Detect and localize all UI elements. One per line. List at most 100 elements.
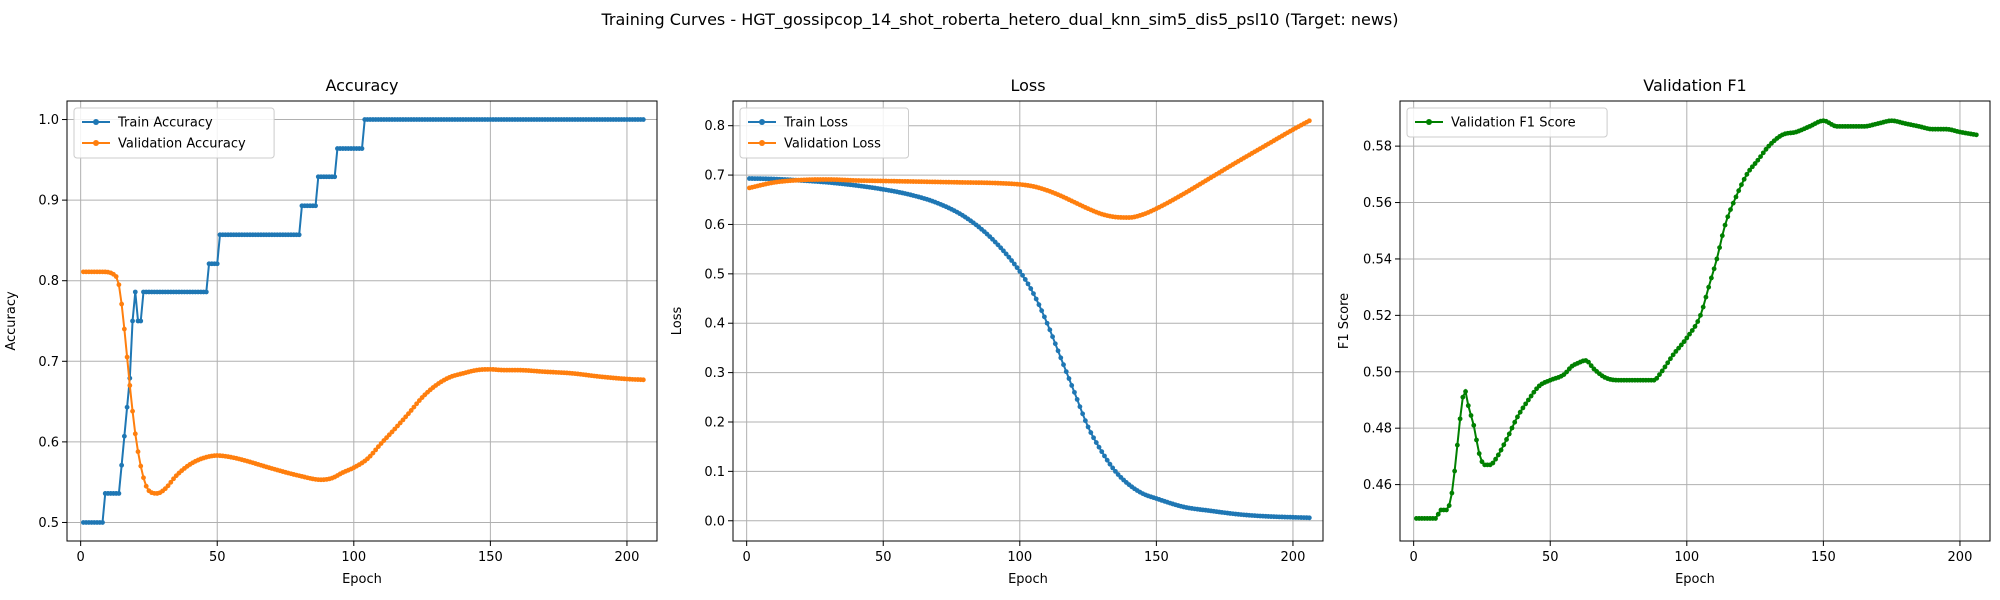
y-axis-label: F1 Score: [1337, 293, 1352, 349]
y-tick-label: 0.9: [38, 194, 59, 209]
data-point: [1072, 389, 1077, 395]
data-point: [1074, 397, 1080, 402]
data-point: [171, 476, 176, 482]
legend-swatch-marker: [759, 119, 765, 125]
data-point: [1665, 360, 1671, 366]
data-point: [1066, 376, 1072, 381]
data-point: [1525, 397, 1531, 403]
legend-label: Validation Loss: [784, 137, 881, 152]
data-point: [1033, 296, 1039, 302]
y-tick-label: 0.2: [704, 415, 725, 430]
data-point: [1752, 161, 1758, 166]
data-point: [1457, 416, 1463, 422]
data-point: [119, 462, 125, 468]
data-point: [203, 289, 209, 295]
data-point: [1708, 275, 1714, 281]
data-point: [1498, 447, 1504, 453]
data-point: [1050, 334, 1055, 340]
data-point: [411, 404, 417, 410]
data-point: [1433, 516, 1438, 521]
data-point: [1695, 319, 1701, 324]
data-point: [1681, 339, 1687, 345]
data-point: [1692, 324, 1698, 329]
data-point: [1110, 465, 1116, 471]
data-point: [1471, 422, 1477, 428]
y-tick-label: 0.50: [1363, 365, 1392, 380]
legend-box: [739, 107, 909, 159]
data-point: [1588, 363, 1594, 369]
x-tick-label: 200: [1948, 550, 1973, 565]
data-point: [1490, 460, 1496, 466]
data-point: [1113, 468, 1118, 474]
y-tick-label: 0.7: [38, 355, 59, 370]
figure-suptitle: Training Curves - HGT_gossipcop_14_shot_…: [601, 10, 1399, 30]
y-tick-label: 0.0: [704, 514, 725, 529]
y-tick-label: 0.7: [704, 169, 725, 184]
data-point: [1531, 389, 1537, 395]
series-markers-1: [1413, 118, 1979, 521]
data-point: [121, 433, 127, 439]
x-tick-label: 150: [478, 550, 503, 565]
data-point: [100, 520, 105, 525]
chart-title: Validation F1: [1643, 76, 1746, 95]
data-point: [1052, 341, 1058, 347]
legend-swatch-marker: [93, 119, 99, 125]
data-point: [1025, 281, 1031, 287]
data-point: [1676, 345, 1682, 351]
chart-panel-2: 0 50 100 150 200 0.0 0.1 0.2 0.3 0.4 0.5 0.6 0.7 0.8 L…: [670, 76, 1324, 587]
data-point: [1017, 268, 1023, 274]
data-point: [1684, 335, 1690, 341]
data-point: [1099, 449, 1105, 455]
data-point: [1698, 312, 1703, 318]
y-axis-label: Loss: [670, 307, 685, 336]
data-point: [1465, 403, 1471, 409]
data-point: [1760, 150, 1766, 156]
y-tick-label: 0.6: [704, 218, 725, 233]
series-line-1: [749, 177, 1310, 519]
data-point: [132, 431, 138, 437]
x-tick-label: 150: [1144, 550, 1169, 565]
data-point: [1733, 194, 1739, 200]
chart-title: Accuracy: [325, 76, 398, 95]
data-point: [1435, 511, 1441, 517]
data-point: [1449, 490, 1455, 496]
y-tick-label: 0.56: [1363, 196, 1392, 211]
x-tick-label: 50: [209, 550, 226, 565]
data-point: [1306, 118, 1312, 124]
data-point: [1011, 261, 1017, 267]
legend-label: Validation F1 Score: [1451, 116, 1576, 131]
data-point: [1036, 302, 1042, 308]
axes-frame: [732, 100, 1324, 542]
data-point: [1515, 414, 1520, 420]
legend-label: Train Accuracy: [117, 116, 213, 131]
data-point: [1055, 348, 1061, 354]
data-point: [1657, 372, 1662, 377]
y-tick-label: 0.5: [38, 516, 59, 531]
data-point: [1728, 207, 1733, 212]
data-point: [1044, 320, 1050, 326]
y-tick-label: 0.48: [1363, 422, 1392, 437]
data-point: [1006, 254, 1012, 260]
data-point: [130, 318, 135, 324]
data-point: [1009, 258, 1015, 263]
data-point: [1501, 442, 1507, 448]
data-point: [1041, 314, 1047, 320]
y-tick-label: 0.6: [38, 435, 59, 450]
y-tick-label: 0.4: [704, 317, 725, 332]
x-tick-label: 50: [1542, 550, 1559, 565]
legend-swatch-marker: [93, 140, 99, 146]
data-point: [1730, 200, 1736, 206]
data-point: [1091, 435, 1096, 441]
series-markers-1: [746, 176, 1312, 521]
data-point: [1662, 364, 1668, 370]
data-point: [1096, 444, 1102, 450]
data-point: [1973, 132, 1979, 138]
data-point: [640, 377, 646, 383]
x-tick-label: 100: [341, 550, 366, 565]
data-point: [1687, 331, 1692, 337]
data-point: [1763, 146, 1769, 152]
data-point: [1063, 369, 1069, 375]
data-point: [1001, 248, 1006, 254]
data-point: [332, 174, 338, 180]
